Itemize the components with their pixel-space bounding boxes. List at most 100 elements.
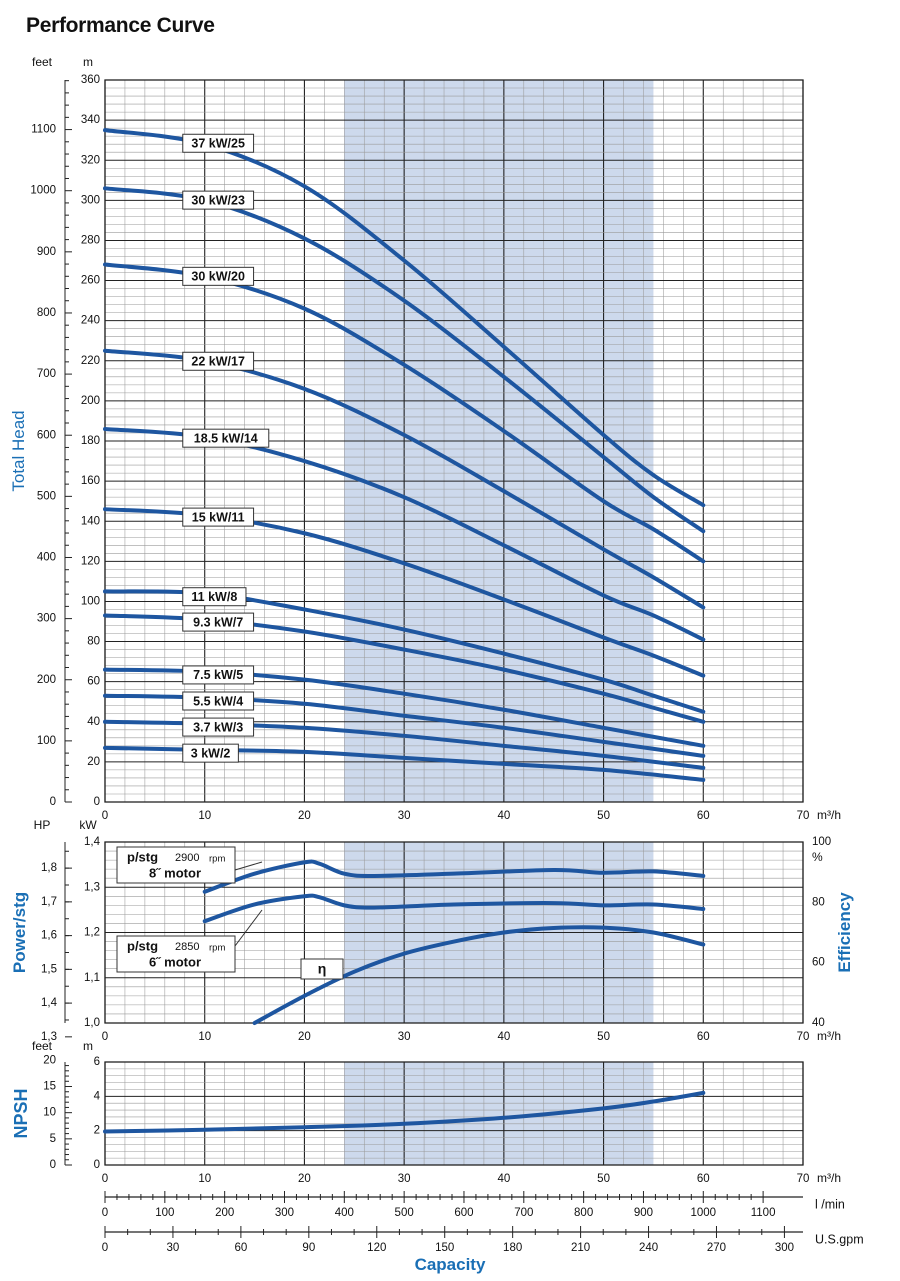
y-tick-label-feet: 0 bbox=[50, 1159, 56, 1171]
plot-frame bbox=[104, 1061, 804, 1166]
x-tick-label: 40 bbox=[497, 1031, 510, 1043]
motor-label-6in-rpm-unit: rpm bbox=[209, 943, 225, 954]
y-tick-label-feet: 15 bbox=[43, 1081, 56, 1093]
y-tick-label-m: 220 bbox=[81, 355, 100, 367]
motor-label-6in: p/stg 2850 rpm 6˝ motor bbox=[116, 935, 236, 973]
head-curve-label: 22 kW/17 bbox=[182, 351, 255, 371]
y-tick-label-m: 340 bbox=[81, 114, 100, 126]
head-curve-label: 5.5 kW/4 bbox=[182, 691, 255, 711]
efficiency-curve bbox=[252, 925, 706, 1025]
y-tick-label-m: 280 bbox=[81, 234, 100, 246]
usgpm-scale-tick-label: 90 bbox=[302, 1242, 315, 1254]
head-curve-label-text: 9.3 kW/7 bbox=[193, 615, 243, 629]
head-curve-label-text: 3 kW/2 bbox=[191, 746, 231, 760]
y-tick-label-m: 2 bbox=[94, 1125, 100, 1137]
y-tick-label-feet: 0 bbox=[50, 796, 56, 808]
y-tick-label-feet: 1100 bbox=[31, 124, 56, 136]
lmin-scale-tick-label: 300 bbox=[275, 1207, 294, 1219]
x-tick-label: 50 bbox=[597, 810, 610, 822]
usgpm-scale-tick-label: 240 bbox=[639, 1242, 658, 1254]
head-curve-label-text: 3.7 kW/3 bbox=[193, 720, 243, 734]
x-tick-label: 50 bbox=[597, 1173, 610, 1185]
y2-tick-label: 40 bbox=[812, 1017, 825, 1029]
usgpm-scale-tick-label: 120 bbox=[367, 1242, 386, 1254]
y-tick-label-m: 140 bbox=[81, 515, 100, 527]
motor-label-8in-box bbox=[116, 846, 236, 884]
x-tick-label: 0 bbox=[102, 810, 108, 822]
head-curve-label: 3.7 kW/3 bbox=[182, 717, 255, 737]
y-tick-label-feet: 700 bbox=[37, 368, 56, 380]
y-tick-label-m: 300 bbox=[81, 194, 100, 206]
motor-label-8in-rpm: 2900 bbox=[175, 852, 199, 864]
head-curve-label-box bbox=[182, 507, 255, 527]
y2-tick-label: 80 bbox=[812, 896, 825, 908]
motor-label-8in-line1: p/stg bbox=[127, 849, 158, 864]
usgpm-scale-tick-label: 210 bbox=[571, 1242, 590, 1254]
y-tick-label-m: 80 bbox=[87, 636, 100, 648]
y-tick-label-feet: 10 bbox=[43, 1107, 56, 1119]
lmin-scale-tick-label: 1000 bbox=[690, 1207, 716, 1219]
y-tick-label-hp: 1,3 bbox=[41, 1031, 57, 1043]
lmin-scale-tick-label: 800 bbox=[574, 1207, 593, 1219]
head-curve-label-text: 15 kW/11 bbox=[192, 510, 245, 524]
x-tick-label: 10 bbox=[198, 810, 211, 822]
y-tick-label-m: 4 bbox=[94, 1090, 101, 1102]
head-curve-label-box bbox=[182, 612, 255, 632]
head-curve-label-text: 7.5 kW/5 bbox=[193, 668, 243, 682]
head-curve-label-text: 11 kW/8 bbox=[191, 590, 237, 604]
y-tick-label-m: 160 bbox=[81, 475, 100, 487]
x-tick-label: 0 bbox=[102, 1031, 108, 1043]
motor-label-6in-line2: 6˝ motor bbox=[149, 954, 201, 969]
usgpm-scale-tick-label: 300 bbox=[775, 1242, 794, 1254]
y2-unit-label: % bbox=[812, 850, 823, 864]
x-tick-label: 40 bbox=[497, 1173, 510, 1185]
usgpm-scale-tick-label: 60 bbox=[234, 1242, 247, 1254]
head-curve-label-box bbox=[182, 717, 255, 737]
y-tick-label-kw: 1,2 bbox=[84, 927, 100, 939]
y-tick-label-hp: 1,6 bbox=[41, 930, 57, 942]
head-curve-label: 9.3 kW/7 bbox=[182, 612, 255, 632]
head-curve-label-text: 30 kW/20 bbox=[191, 270, 245, 284]
head-curve-label-text: 22 kW/17 bbox=[191, 355, 245, 369]
y-tick-label-kw: 1,3 bbox=[84, 881, 100, 893]
y-unit-label: kW bbox=[79, 818, 97, 832]
power-curve-6in bbox=[202, 893, 706, 924]
y-tick-label-feet: 5 bbox=[50, 1133, 56, 1145]
head-curve-label-box bbox=[182, 133, 255, 153]
y-axis-title: NPSH bbox=[11, 1088, 31, 1138]
y-tick-label-m: 360 bbox=[81, 74, 100, 86]
x-tick-label: 70 bbox=[797, 810, 810, 822]
head-curve-label-box bbox=[182, 428, 270, 448]
usgpm-scale-tick-label: 30 bbox=[167, 1242, 180, 1254]
x-tick-label: 70 bbox=[797, 1031, 810, 1043]
head-curve-label: 7.5 kW/5 bbox=[182, 665, 255, 685]
y-tick-label-m: 40 bbox=[87, 716, 100, 728]
motor-label-8in-rpm-unit: rpm bbox=[209, 854, 225, 865]
efficiency-label-box bbox=[300, 958, 344, 980]
head-curve-label-box bbox=[182, 190, 255, 210]
head-curve-label-box bbox=[182, 665, 255, 685]
efficiency-label: η bbox=[300, 958, 344, 980]
y-tick-label-feet: 900 bbox=[37, 246, 56, 258]
x-tick-label: 60 bbox=[697, 1173, 710, 1185]
motor-label-6in-box bbox=[116, 935, 236, 973]
y-unit-label: m bbox=[83, 55, 93, 69]
x-tick-label: 20 bbox=[298, 810, 311, 822]
lmin-scale-tick-label: 100 bbox=[155, 1207, 174, 1219]
x-tick-label: 30 bbox=[398, 1031, 411, 1043]
head-curve-label-box bbox=[182, 351, 255, 371]
x-unit-label: m³/h bbox=[817, 1029, 841, 1043]
motor-label-8in-line2: 8˝ motor bbox=[149, 865, 201, 880]
leader-line-6in bbox=[234, 909, 263, 947]
y-tick-label-kw: 1,4 bbox=[84, 836, 101, 848]
y-tick-label-m: 20 bbox=[87, 756, 100, 768]
usgpm-scale-tick-label: 150 bbox=[435, 1242, 454, 1254]
head-curve-label-text: 18.5 kW/14 bbox=[194, 431, 258, 445]
head-curve-label-box bbox=[182, 587, 247, 607]
x-tick-label: 0 bbox=[102, 1173, 108, 1185]
x-tick-label: 40 bbox=[497, 810, 510, 822]
head-curve-label: 30 kW/20 bbox=[182, 266, 255, 286]
y-tick-label-kw: 1,1 bbox=[84, 972, 100, 984]
head-curve-label: 15 kW/11 bbox=[182, 507, 255, 527]
